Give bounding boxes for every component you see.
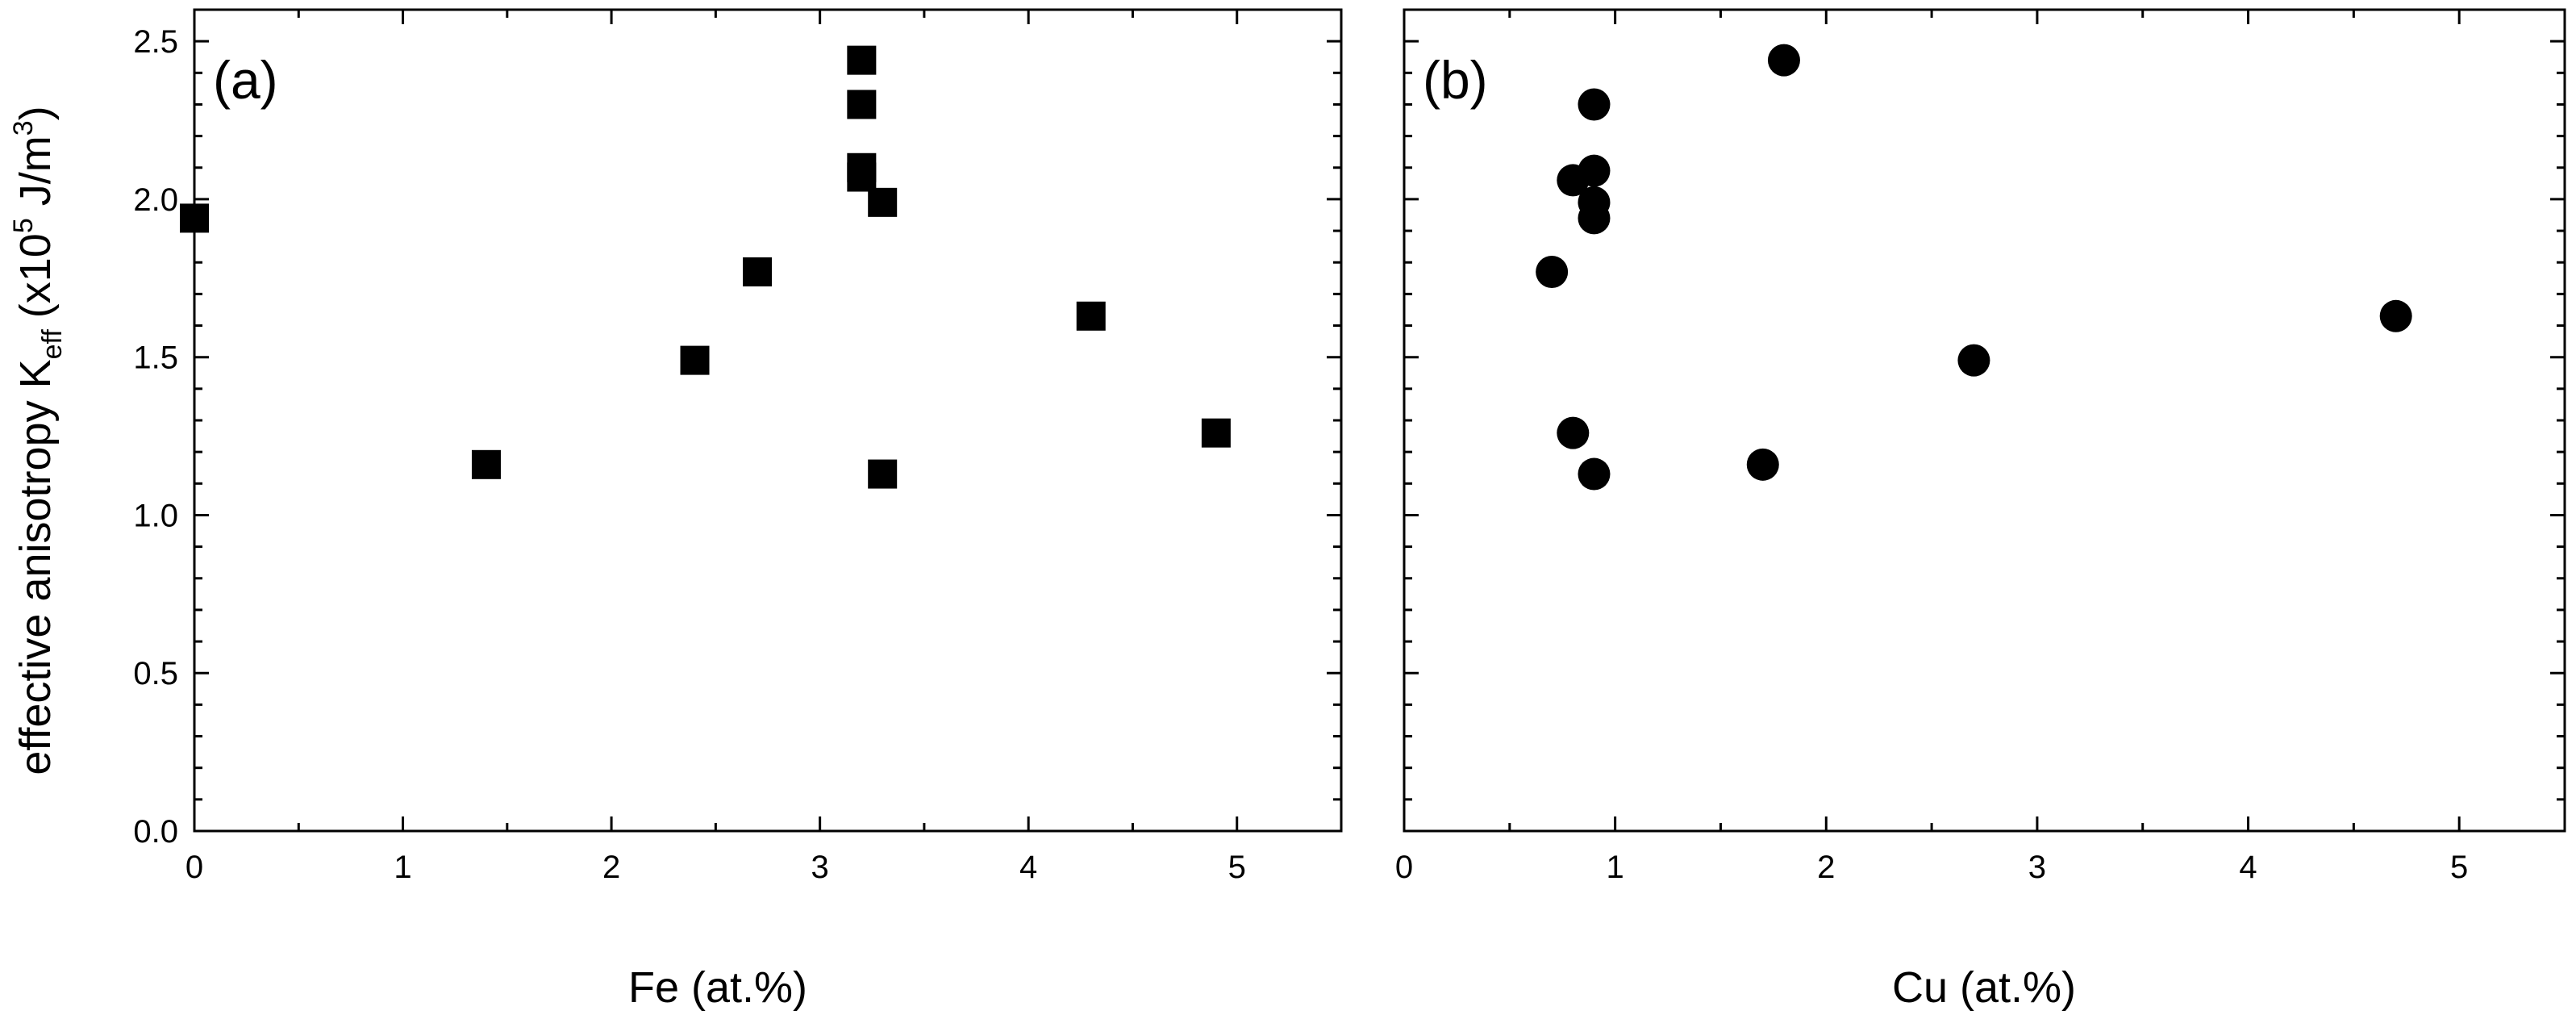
data-point-a-7 bbox=[847, 162, 877, 192]
y-tick-label-3: 1.5 bbox=[133, 340, 178, 376]
panel-a: 0 1 2 3 4 5 0.0 0.5 1.0 1.5 2.0 2.5 (a) Fe (at.%) bbox=[133, 8, 1343, 1012]
y-axis-title-unit-exponent: 5 bbox=[8, 218, 39, 233]
y-tick-label-1: 0.5 bbox=[133, 656, 178, 691]
plot-frame-a bbox=[193, 8, 1343, 833]
data-point-b-8 bbox=[1746, 448, 1779, 481]
data-point-b-6 bbox=[1578, 202, 1611, 235]
y-axis-title-unit-close: ) bbox=[11, 106, 60, 120]
y-axis-title-unit-mid: J/m bbox=[11, 136, 60, 218]
x-tick-label-b-4: 4 bbox=[2239, 850, 2257, 885]
x-tick-label-a-0: 0 bbox=[185, 850, 203, 885]
y-axis-title-unit-open: (x10 bbox=[11, 233, 60, 318]
x-tick-label-a-3: 3 bbox=[811, 850, 829, 885]
x-axis-title-b: Cu (at.%) bbox=[1892, 963, 2076, 1012]
y-axis-title-unit-exponent-2: 3 bbox=[8, 120, 39, 136]
x-tick-label-a-4: 4 bbox=[1019, 850, 1037, 885]
x-tick-label-b-0: 0 bbox=[1395, 850, 1413, 885]
data-point-a-10 bbox=[1076, 301, 1106, 331]
x-tick-label-b-5: 5 bbox=[2450, 850, 2468, 885]
data-point-a-5 bbox=[847, 90, 877, 119]
x-tick-label-b-3: 3 bbox=[2028, 850, 2046, 885]
panel-label-b: (b) bbox=[1423, 50, 1488, 110]
panel-b: 0 1 2 3 4 5 (b) Cu (at.%) bbox=[1395, 8, 2566, 1012]
panel-label-a: (a) bbox=[213, 50, 278, 110]
data-point-a-2 bbox=[680, 345, 710, 375]
data-point-b-9 bbox=[1767, 44, 1800, 77]
data-point-a-1 bbox=[471, 449, 501, 479]
data-point-a-3 bbox=[743, 257, 773, 286]
x-tick-label-b-1: 1 bbox=[1607, 850, 1624, 885]
x-tick-label-a-1: 1 bbox=[394, 850, 411, 885]
x-tick-label-a-2: 2 bbox=[602, 850, 620, 885]
y-axis-title-subscript: eff bbox=[37, 329, 68, 360]
data-point-a-8 bbox=[868, 187, 898, 217]
data-point-b-10 bbox=[1957, 344, 1990, 377]
data-point-b-3 bbox=[1578, 88, 1611, 121]
y-tick-label-5: 2.5 bbox=[133, 24, 178, 60]
data-point-a-11 bbox=[1201, 418, 1231, 448]
data-point-b-2 bbox=[1557, 416, 1590, 449]
y-tick-label-4: 2.0 bbox=[133, 182, 178, 218]
y-tick-label-0: 0.0 bbox=[133, 814, 178, 850]
data-point-a-4 bbox=[847, 45, 877, 75]
x-tick-label-b-2: 2 bbox=[1817, 850, 1835, 885]
y-axis-title: effective anisotropy Keff (x105 J/m3) bbox=[8, 106, 68, 775]
y-axis-title-main: effective anisotropy K bbox=[11, 359, 60, 775]
data-point-a-9 bbox=[868, 459, 898, 489]
y-tick-label-2: 1.0 bbox=[133, 498, 178, 533]
data-point-a-0 bbox=[180, 203, 209, 233]
data-point-b-4 bbox=[1578, 154, 1611, 187]
x-tick-label-a-5: 5 bbox=[1228, 850, 1246, 885]
x-axis-title-a: Fe (at.%) bbox=[628, 963, 807, 1012]
data-point-b-11 bbox=[2379, 299, 2412, 332]
data-point-b-7 bbox=[1578, 457, 1611, 491]
data-point-b-0 bbox=[1536, 255, 1569, 288]
